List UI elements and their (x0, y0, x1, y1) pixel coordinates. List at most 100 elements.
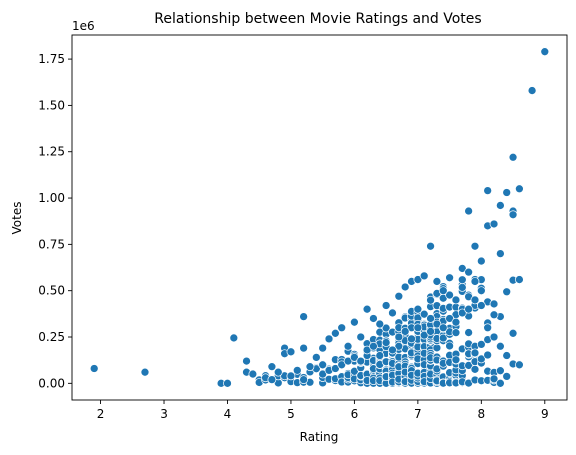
data-point (457, 264, 467, 273)
data-point (356, 356, 366, 366)
data-point (470, 365, 480, 374)
data-point (419, 309, 429, 319)
data-point (229, 333, 239, 343)
y-tick-label: 1.00 (38, 191, 65, 205)
data-point (496, 341, 505, 351)
data-point (419, 330, 429, 340)
data-point (445, 341, 454, 351)
data-point (407, 334, 416, 344)
y-tick-label: 1.75 (38, 52, 65, 66)
y-offset-label: 1e6 (72, 19, 95, 33)
data-point (438, 323, 448, 333)
data-point (299, 312, 308, 321)
data-point (305, 362, 315, 371)
data-point (451, 317, 461, 327)
data-point (381, 338, 391, 347)
data-point (362, 345, 372, 355)
data-point (350, 353, 359, 362)
data-point (508, 152, 518, 162)
data-point (426, 241, 435, 251)
data-point (350, 317, 359, 327)
data-point (400, 327, 410, 336)
data-point (381, 301, 391, 310)
data-point (515, 275, 524, 284)
data-point (451, 328, 461, 337)
data-point (318, 369, 328, 379)
data-point (369, 314, 378, 323)
data-point (502, 287, 512, 297)
x-tick-label: 3 (160, 407, 168, 421)
x-tick-label: 2 (97, 407, 105, 421)
y-tick-label: 1.50 (38, 98, 65, 112)
data-point (273, 367, 283, 377)
data-point (299, 343, 308, 353)
x-axis-ticks: 2 3 4 5 6 7 8 9 (97, 400, 549, 421)
data-point (451, 295, 461, 305)
data-point (470, 348, 480, 358)
data-point (89, 364, 99, 373)
data-point (470, 277, 480, 286)
data-point (337, 323, 347, 333)
data-point (394, 332, 404, 342)
data-point (267, 362, 277, 371)
data-point (242, 356, 251, 366)
data-point (457, 283, 467, 292)
data-point (394, 341, 404, 351)
y-tick-label: 1.25 (38, 145, 65, 159)
data-point (496, 378, 505, 388)
data-point (483, 323, 493, 333)
data-point (267, 375, 277, 384)
data-point (476, 286, 486, 296)
y-tick-label: 0.50 (38, 284, 65, 298)
data-point (413, 323, 423, 333)
data-point (299, 375, 308, 384)
data-point (286, 371, 296, 381)
data-point (464, 267, 473, 277)
data-point (540, 47, 550, 57)
data-point (248, 369, 258, 379)
x-tick-label: 7 (414, 407, 422, 421)
data-point (496, 249, 505, 258)
data-point (223, 378, 232, 388)
data-point (515, 360, 524, 370)
data-point (388, 345, 397, 355)
data-point (324, 334, 334, 344)
data-point (496, 366, 505, 376)
y-tick-label: 0.25 (38, 330, 65, 344)
data-point (502, 188, 512, 197)
data-point (464, 206, 473, 216)
x-tick-label: 4 (224, 407, 232, 421)
data-point (375, 319, 385, 329)
data-point (419, 271, 429, 281)
data-point (445, 273, 454, 283)
data-point (388, 308, 397, 318)
data-point (413, 275, 423, 284)
data-point (445, 290, 454, 300)
data-point (476, 301, 486, 310)
data-point (286, 347, 296, 357)
data-point (369, 341, 378, 351)
data-point (343, 356, 353, 366)
data-point (362, 304, 372, 314)
data-point (375, 351, 385, 360)
data-point (318, 360, 328, 370)
data-point (318, 343, 328, 353)
y-axis-label: Votes (10, 202, 24, 235)
data-point (451, 355, 461, 365)
data-point (464, 361, 473, 370)
data-point (356, 332, 366, 342)
x-tick-label: 5 (287, 407, 295, 421)
data-point (426, 327, 435, 336)
data-point (483, 186, 493, 195)
data-point (489, 219, 499, 229)
data-point (470, 295, 480, 305)
data-points (89, 47, 550, 388)
data-point (381, 323, 391, 333)
data-point (483, 350, 493, 360)
data-point (432, 277, 442, 286)
y-tick-label: 0.00 (38, 376, 65, 390)
data-point (331, 328, 340, 338)
data-point (140, 367, 150, 377)
data-point (464, 304, 473, 314)
